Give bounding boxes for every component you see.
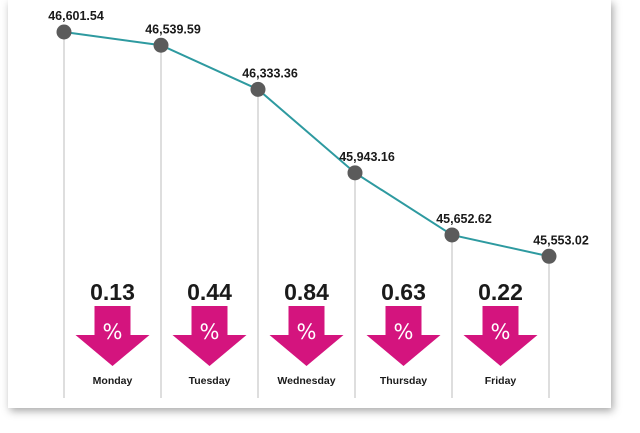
day-label-wednesday: Wednesday	[277, 375, 335, 387]
arrow-shape	[366, 306, 441, 366]
percent-sign: %	[200, 320, 220, 344]
drop-lines	[63, 32, 550, 398]
day-labels: Monday Tuesday Wednesday Thursday Friday	[93, 375, 517, 387]
down-arrow-percent-icon-wednesday: %	[269, 306, 344, 366]
series-line-path	[63, 31, 550, 258]
day-label-thursday: Thursday	[380, 375, 427, 387]
down-arrow-percent-icon-friday: %	[463, 306, 538, 366]
day-label-monday: Monday	[93, 375, 133, 387]
arrow-shape	[172, 306, 247, 366]
data-point-0	[56, 24, 72, 40]
data-point-3	[347, 165, 363, 181]
data-points	[56, 24, 557, 264]
value-label-0: 46,601.54	[48, 9, 104, 23]
percent-sign: %	[394, 320, 414, 344]
arrow-shape	[75, 306, 150, 366]
change-pct-wednesday: 0.84	[284, 279, 329, 305]
value-label-1: 46,539.59	[145, 22, 201, 36]
value-label-3: 45,943.16	[339, 150, 395, 164]
data-point-1	[153, 37, 169, 53]
value-label-5: 45,553.02	[533, 233, 589, 247]
change-pct-thursday: 0.63	[381, 279, 426, 305]
percent-sign: %	[103, 320, 123, 344]
down-arrow-percent-icon-monday: %	[75, 306, 150, 366]
value-label-4: 45,652.62	[436, 212, 492, 226]
change-arrows: 0.13% 0.44% 0.84% 0.63% 0.22%	[75, 279, 538, 366]
percent-sign: %	[297, 320, 317, 344]
series-line	[63, 31, 550, 258]
percent-sign: %	[491, 320, 511, 344]
change-pct-monday: 0.13	[90, 279, 135, 305]
down-arrow-percent-icon-tuesday: %	[172, 306, 247, 366]
value-labels: 46,601.54 46,539.59 46,333.36 45,943.16 45,6…	[48, 9, 589, 247]
data-point-5	[541, 248, 557, 264]
day-label-friday: Friday	[485, 375, 517, 387]
arrow-shape	[269, 306, 344, 366]
down-arrow-percent-icon-thursday: %	[366, 306, 441, 366]
day-label-tuesday: Tuesday	[189, 375, 231, 387]
change-pct-tuesday: 0.44	[187, 279, 232, 305]
arrow-shape	[463, 306, 538, 366]
data-point-4	[444, 227, 460, 243]
data-point-2	[250, 81, 266, 97]
value-label-2: 46,333.36	[242, 66, 298, 80]
change-pct-friday: 0.22	[478, 279, 523, 305]
